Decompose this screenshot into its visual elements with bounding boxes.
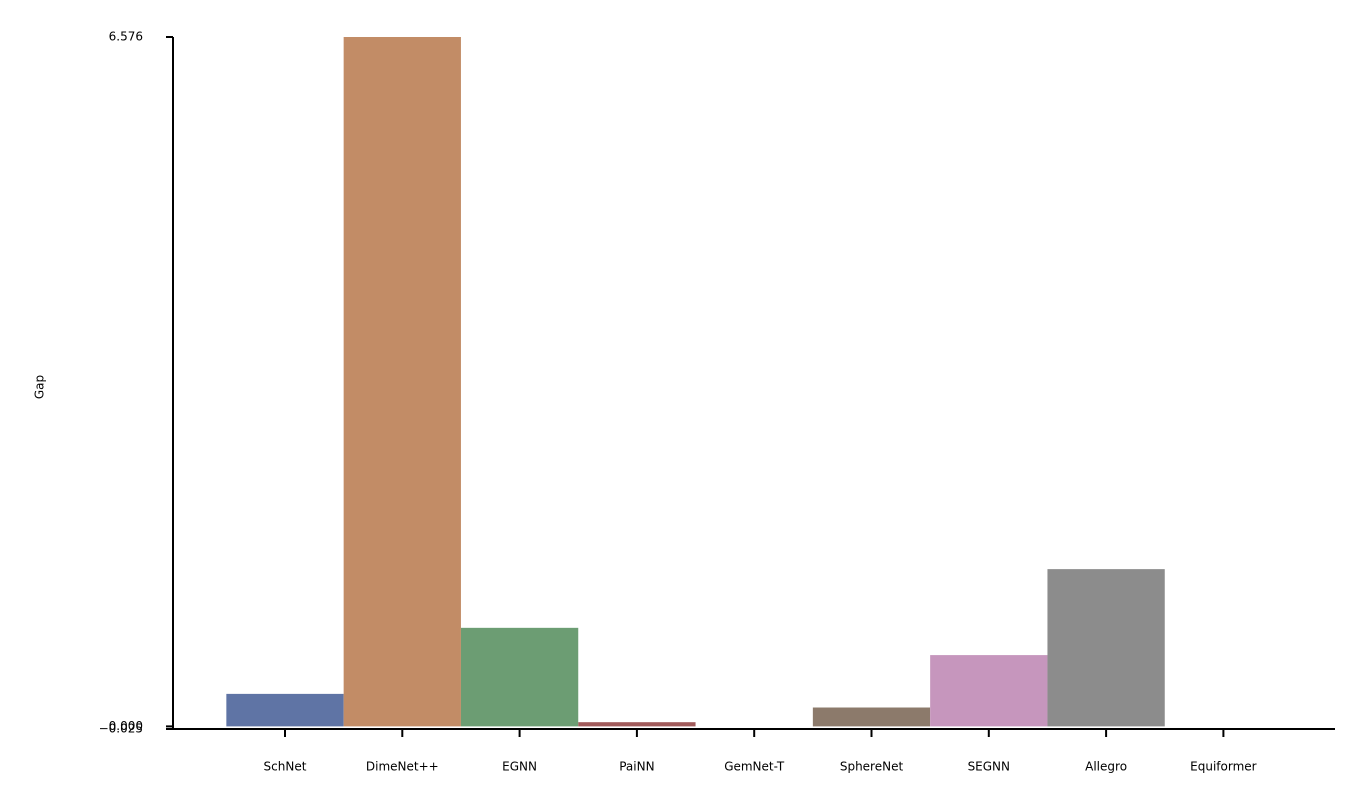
y-tick-label: 0.000: [109, 719, 143, 733]
bar: [1047, 569, 1165, 727]
bar: [226, 693, 344, 727]
x-tick-label: SphereNet: [840, 760, 904, 774]
x-tick-label: PaiNN: [619, 760, 654, 774]
x-tick-label: SchNet: [264, 760, 307, 774]
bar: [343, 37, 461, 727]
x-tick-label: SEGNN: [968, 760, 1010, 774]
x-tick-label: EGNN: [502, 760, 537, 774]
bar: [578, 722, 696, 727]
x-tick-label: Allegro: [1085, 760, 1127, 774]
bar: [930, 655, 1048, 727]
y-tick-label: 6.576: [109, 30, 143, 44]
y-axis-label: Gap: [33, 375, 47, 399]
x-tick-label: Equiformer: [1190, 760, 1257, 774]
x-tick-label: DimeNet++: [366, 760, 439, 774]
bar: [812, 707, 931, 727]
bar: [460, 627, 579, 727]
x-tick-label: GemNet-T: [724, 760, 785, 774]
y-tick-label: −0.025: [99, 722, 143, 736]
